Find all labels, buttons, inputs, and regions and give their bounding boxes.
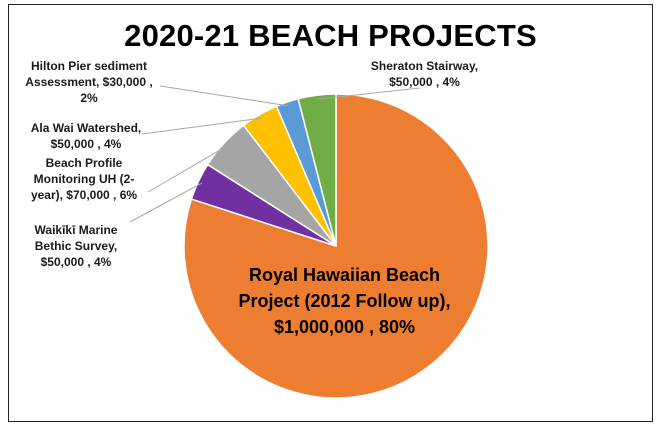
slice-label-sheraton: Sheraton Stairway, $50,000 , 4% [370, 59, 479, 89]
leader-line-hilton-pier [159, 85, 289, 107]
leader-line-waikiki-marine [129, 182, 203, 223]
slice-label-waikiki-marine: Waikīkī Marine Bethic Survey, $50,000 , … [34, 223, 118, 269]
chart-title: 2020-21 BEACH PROJECTS [124, 18, 537, 53]
slice-label-hilton-pier: Hilton Pier sediment Assessment, $30,000… [25, 59, 153, 105]
slice-label-ala-wai: Ala Wai Watershed, $50,000 , 4% [30, 121, 142, 151]
leader-line-beach-profile [147, 145, 228, 193]
pie-slice-sheraton [297, 93, 337, 247]
slice-label-royal-hawaiian: Royal Hawaiian Beach Project (2012 Follo… [238, 265, 451, 337]
leader-line-sheraton [317, 87, 421, 100]
slice-label-beach-profile: Beach Profile Monitoring UH (2- year), $… [30, 156, 138, 202]
leader-line-ala-wai [141, 117, 262, 135]
